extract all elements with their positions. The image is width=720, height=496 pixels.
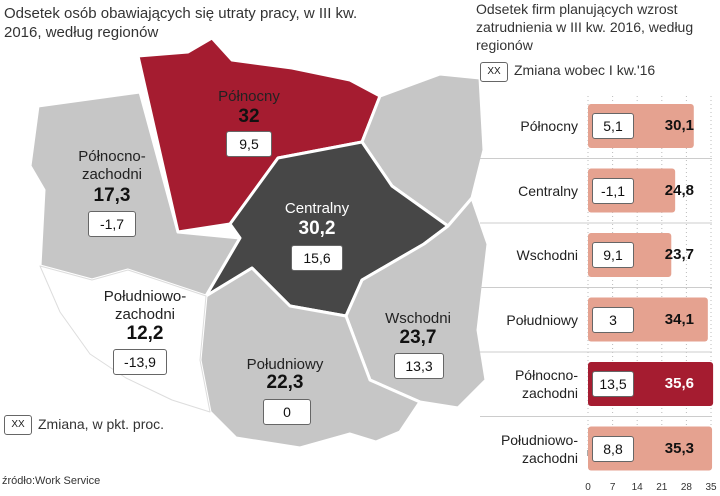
tick-label-7: 7 [609, 482, 616, 493]
chart-legend-text: Zmiana wobec I kw.'16 [514, 62, 656, 78]
region-shape-poludniowo-zachodni[interactable] [39, 265, 211, 413]
map-legend-swatch: XX [4, 415, 32, 435]
category-label: Wschodni [516, 247, 578, 263]
region-change-poludniowo-zachodni: -13,9 [113, 349, 167, 375]
category-label: Północny [520, 118, 578, 134]
value-label: 30,1 [664, 117, 694, 134]
tick-label-35: 35 [705, 482, 717, 493]
region-label-poludniowo-zachodni: Południowo-zachodni [103, 288, 187, 323]
change-box: 9,1 [592, 242, 634, 268]
value-label: 23,7 [664, 246, 694, 263]
change-box: 3 [592, 306, 634, 333]
category-label: Północno-zachodni [514, 367, 578, 401]
region-label-polnocny: Północny [218, 88, 280, 105]
region-shape-wschodni[interactable] [344, 196, 490, 410]
category-label: Południowy [506, 311, 578, 328]
region-change-poludniowy: 0 [263, 399, 311, 425]
category-label: Centralny [518, 182, 578, 199]
value-label: 24,8 [664, 181, 694, 199]
chart-legend-swatch: XX [480, 62, 508, 82]
region-label-polnocno-zachodni: Północno-zachodni [78, 148, 146, 183]
change-box: -1,1 [592, 177, 634, 204]
tick-label-28: 28 [680, 482, 692, 493]
value-label: 34,1 [664, 310, 694, 328]
region-value-wschodni: 23,7 [399, 327, 437, 348]
region-value-polnocno-zachodni: 17,3 [93, 185, 131, 206]
chart-title: Odsetek firm planujących wzrost zatrudni… [476, 1, 694, 53]
region-label-centralny: Centralny [284, 200, 350, 217]
change-box: 5,1 [592, 113, 634, 139]
value-label: 35,3 [664, 439, 694, 457]
category-label: Południowo-zachodni [500, 431, 578, 466]
map-title: Odsetek osób obawiających się utraty pra… [4, 5, 358, 41]
tick-label-14: 14 [631, 482, 643, 493]
source-note: źródło:Work Service [2, 475, 101, 487]
tick-label-0: 0 [585, 482, 591, 493]
region-change-centralny: 15,6 [291, 245, 343, 271]
value-label: 35,6 [664, 375, 694, 392]
change-box: 8,8 [592, 435, 634, 462]
region-change-polnocny: 9,5 [226, 131, 272, 157]
region-label-wschodni: Wschodni [385, 310, 451, 327]
region-label-poludniowy: Południowy [246, 356, 324, 373]
region-value-polnocny: 32 [238, 106, 260, 127]
region-change-polnocno-zachodni: -1,7 [88, 211, 136, 237]
tick-label-21: 21 [656, 482, 668, 493]
region-change-wschodni: 13,3 [394, 353, 444, 379]
region-shape-poludniowy[interactable] [198, 266, 422, 450]
region-value-poludniowo-zachodni: 12,2 [126, 323, 164, 344]
region-value-poludniowy: 22,3 [266, 372, 304, 393]
region-value-centralny: 30,2 [298, 218, 336, 239]
map-legend-text: Zmiana, w pkt. proc. [38, 416, 165, 432]
change-box: 13,5 [592, 371, 634, 397]
